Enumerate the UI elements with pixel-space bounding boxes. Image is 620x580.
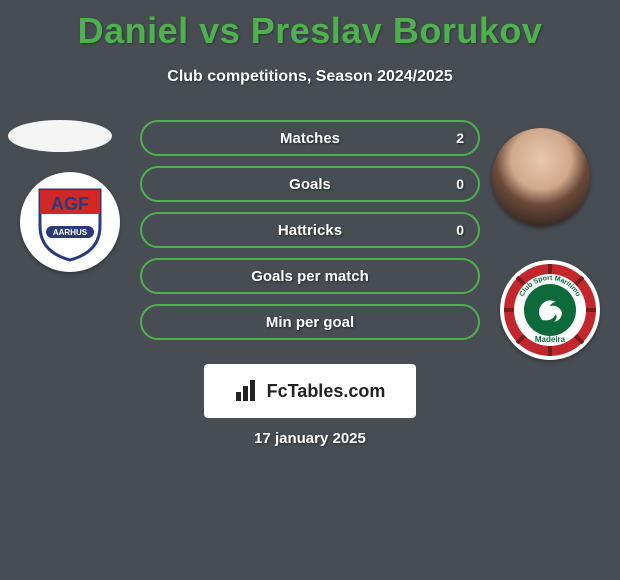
stat-value: 0 [456,222,464,238]
club-left-text: AGF [51,194,89,214]
stat-row-min-per-goal: Min per goal [140,304,480,340]
stat-label: Goals per match [251,268,369,285]
maritimo-wheel-icon: Club Sport Maritimo Madeira [502,262,598,358]
stat-row-matches: Matches 2 [140,120,480,156]
stat-label: Min per goal [266,314,354,331]
stat-label: Goals [289,176,331,193]
player-left-avatar [8,120,112,152]
stat-label: Matches [280,130,340,147]
stat-row-hattricks: Hattricks 0 [140,212,480,248]
watermark-text: FcTables.com [267,381,386,402]
date-text: 17 january 2025 [0,430,620,447]
agf-shield-icon: AGF AARHUS [28,180,112,264]
stat-label: Hattricks [278,222,342,239]
club-left-subtext: AARHUS [53,228,88,237]
stat-row-goals: Goals 0 [140,166,480,202]
stat-row-goals-per-match: Goals per match [140,258,480,294]
stat-value: 0 [456,176,464,192]
bars-icon [235,380,261,402]
player-right-avatar [492,128,590,226]
stats-container: Matches 2 Goals 0 Hattricks 0 Goals per … [140,120,480,350]
club-left-badge: AGF AARHUS [20,172,120,272]
stat-value: 2 [456,130,464,146]
svg-text:Madeira: Madeira [535,335,566,344]
club-right-badge: Club Sport Maritimo Madeira [500,260,600,360]
subtitle: Club competitions, Season 2024/2025 [0,68,620,86]
watermark: FcTables.com [204,364,416,418]
page-title: Daniel vs Preslav Borukov [0,0,620,52]
